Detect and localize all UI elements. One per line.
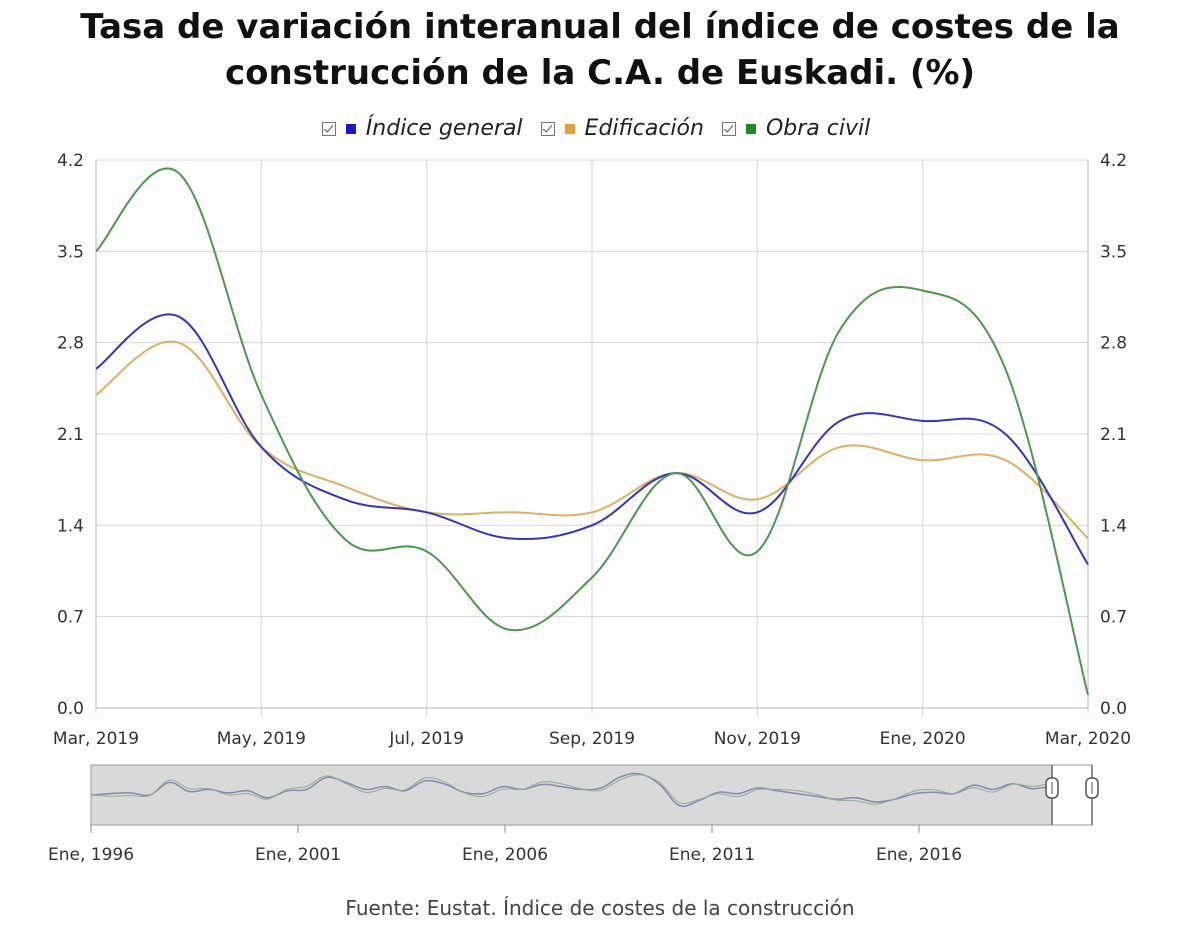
data-point (589, 509, 595, 515)
y-tick-label-right: 0.0 (1100, 699, 1127, 719)
data-point (1002, 457, 1008, 463)
data-point (341, 496, 347, 502)
x-tick-label: Jul, 2019 (388, 729, 464, 749)
grid-lines (95, 159, 1089, 716)
legend-swatch-indice-general (345, 123, 356, 134)
x-tick-label: Mar, 2019 (53, 729, 139, 749)
data-point (672, 470, 678, 476)
data-point (93, 248, 99, 254)
navigator-tick-label: Ene, 2006 (462, 845, 548, 865)
data-point (341, 483, 347, 489)
y-axis-left: 0.0 0.7 1.4 2.1 2.8 3.5 4.2 (57, 151, 84, 719)
line-chart: 0.0 0.7 1.4 2.1 2.8 3.5 4.2 0.0 0.7 1.4 2.1 2.8 3.5… (48, 151, 1131, 865)
data-point (1002, 366, 1008, 372)
y-tick-label-right: 2.8 (1100, 334, 1127, 354)
checkbox-icon[interactable] (721, 121, 736, 136)
legend-label-obra-civil: Obra civil (765, 116, 871, 141)
data-point (920, 287, 926, 293)
y-tick-label-right: 1.4 (1100, 516, 1127, 536)
data-point (754, 509, 760, 515)
y-tick-label-right: 4.2 (1100, 151, 1127, 171)
legend-item-indice-general[interactable]: Índice general (321, 116, 523, 141)
data-point (258, 392, 264, 398)
range-navigator[interactable]: Ene, 1996 Ene, 2001 Ene, 2006 Ene, 2011 Ene,… (48, 764, 1099, 865)
data-point (424, 548, 430, 554)
x-tick-label: Nov, 2019 (714, 729, 801, 749)
data-point (837, 418, 843, 424)
data-point (589, 575, 595, 581)
series-lines (93, 167, 1091, 698)
chart-title-line-2: construcción de la C.A. de Euskadi. (%) (224, 53, 976, 93)
legend-swatch-edificacion (564, 123, 575, 134)
series-line--ndice-general (95, 313, 1089, 566)
series-line-obra-civil (95, 167, 1089, 696)
navigator-tick-label: Ene, 2001 (255, 845, 341, 865)
chart-title: Tasa de variación interanual del índice … (0, 4, 1200, 96)
legend-item-obra-civil[interactable]: Obra civil (721, 116, 871, 141)
data-point (837, 444, 843, 450)
navigator-selection[interactable] (1051, 764, 1093, 826)
checkbox-icon[interactable] (321, 121, 336, 136)
chart-title-line-1: Tasa de variación interanual del índice … (80, 7, 1120, 47)
data-point (506, 509, 512, 515)
navigator-tick-label: Ene, 2011 (669, 845, 755, 865)
data-point (837, 327, 843, 333)
y-tick-label-right: 0.7 (1100, 608, 1127, 628)
y-axis-right: 0.0 0.7 1.4 2.1 2.8 3.5 4.2 (1100, 151, 1127, 719)
data-point (176, 314, 182, 320)
y-tick-label-left: 4.2 (57, 151, 84, 171)
legend-item-edificacion[interactable]: Edificación (540, 116, 704, 141)
data-point (754, 548, 760, 554)
chart-legend: Índice general Edificación Obra civil (0, 116, 1200, 141)
legend-label-edificacion: Edificación (584, 116, 704, 141)
data-point (93, 392, 99, 398)
y-tick-label-right: 2.1 (1100, 425, 1127, 445)
x-tick-label: Ene, 2020 (880, 729, 966, 749)
legend-swatch-obra-civil (745, 123, 756, 134)
data-point (589, 522, 595, 528)
y-tick-label-right: 3.5 (1100, 242, 1127, 262)
data-point (424, 509, 430, 515)
data-point (341, 535, 347, 541)
x-axis: Mar, 2019 May, 2019 Jul, 2019 Sep, 2019 Nov,… (53, 729, 1131, 749)
data-point (506, 535, 512, 541)
y-tick-label-left: 2.8 (57, 334, 84, 354)
navigator-tick-label: Ene, 1996 (48, 845, 134, 865)
navigator-overview-line (90, 774, 1053, 805)
source-note: Fuente: Eustat. Índice de costes de la c… (345, 896, 855, 920)
navigator-tick-label: Ene, 2016 (876, 845, 962, 865)
checkbox-icon[interactable] (540, 121, 555, 136)
data-point (506, 627, 512, 633)
data-point (1085, 692, 1091, 698)
data-point (754, 496, 760, 502)
data-point (258, 444, 264, 450)
series-line-edificaci-n (95, 340, 1089, 540)
y-tick-label-left: 1.4 (57, 516, 84, 536)
y-tick-label-left: 0.7 (57, 608, 84, 628)
legend-label-indice-general: Índice general (365, 116, 523, 141)
data-point (1085, 535, 1091, 541)
y-tick-label-left: 2.1 (57, 425, 84, 445)
data-point (93, 366, 99, 372)
x-tick-label: Sep, 2019 (549, 729, 635, 749)
data-point (920, 418, 926, 424)
data-point (920, 457, 926, 463)
y-tick-label-left: 3.5 (57, 242, 84, 262)
y-tick-label-left: 0.0 (57, 699, 84, 719)
data-point (176, 170, 182, 176)
data-point (1085, 561, 1091, 567)
x-tick-label: May, 2019 (217, 729, 306, 749)
data-point (1002, 431, 1008, 437)
data-point (176, 340, 182, 346)
navigator-background (90, 764, 1093, 826)
x-tick-label: Mar, 2020 (1045, 729, 1131, 749)
